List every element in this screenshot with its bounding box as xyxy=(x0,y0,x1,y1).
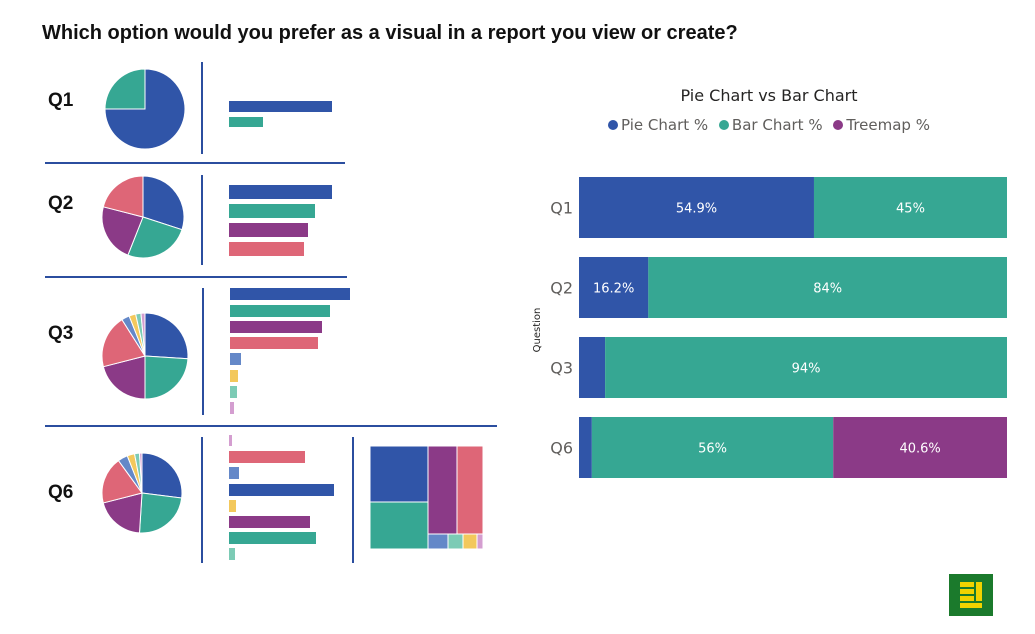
bar-segment xyxy=(579,177,814,238)
legend-item-pie[interactable]: Pie Chart % xyxy=(608,116,708,134)
thumbnail-bar xyxy=(230,370,238,382)
bar-segment xyxy=(648,257,1007,318)
thumbnail-bar xyxy=(229,467,239,479)
thumb-q2-pie-slice xyxy=(102,175,144,218)
legend-label-bar: Bar Chart % xyxy=(731,116,823,134)
thumbnail-bar xyxy=(229,548,235,560)
brand-logo-icon xyxy=(949,574,993,616)
thumbnail-bar xyxy=(230,321,322,333)
thumbnail-panel xyxy=(45,62,497,563)
thumb-q6-pie-slice xyxy=(138,492,183,534)
thumbnail-bar xyxy=(229,242,304,256)
thumbnail-bar xyxy=(229,101,332,112)
bar-segment xyxy=(591,417,834,478)
y-tick-label: Q2 xyxy=(550,279,573,298)
thumbnail-bar xyxy=(230,288,350,300)
thumbnail-treemap-tile xyxy=(427,445,458,535)
y-axis-title: Question xyxy=(532,308,543,353)
data-label: 56% xyxy=(698,442,727,457)
thumbnail-bar xyxy=(229,516,310,528)
thumbnail-bar xyxy=(229,451,305,463)
thumbnail-bar xyxy=(230,386,237,398)
data-label: 40.6% xyxy=(899,442,940,457)
thumb-q6-pie-slice xyxy=(138,452,143,494)
thumb-label-q2: Q2 xyxy=(48,193,74,214)
thumb-label-q6: Q6 xyxy=(48,482,74,503)
thumbnail-treemap-tile xyxy=(369,445,429,503)
page-title: Which option would you prefer as a visua… xyxy=(42,22,738,44)
data-label: 94% xyxy=(792,362,821,377)
thumbnail-bar xyxy=(230,305,330,317)
data-label: 45% xyxy=(896,202,925,217)
bar-segment xyxy=(579,417,592,478)
thumbnail-treemap-tile xyxy=(427,533,449,550)
bar-segment xyxy=(833,417,1007,478)
y-tick-label: Q1 xyxy=(550,199,573,218)
thumbnail-bar xyxy=(229,204,315,218)
legend-label-treemap: Treemap % xyxy=(846,116,930,134)
thumbnail-treemap-tile xyxy=(369,501,429,550)
thumbnail-treemap-tile xyxy=(456,445,484,535)
legend-item-bar[interactable]: Bar Chart % xyxy=(718,116,823,134)
thumb-q6-pie-slice xyxy=(101,459,143,504)
legend-dot-pie xyxy=(608,120,619,130)
legend-dot-bar xyxy=(718,120,729,130)
brand-logo-mark xyxy=(976,582,982,601)
thumb-q3-pie-slice xyxy=(140,312,146,357)
thumbnail-bar xyxy=(229,484,334,496)
brand-logo-mark xyxy=(960,603,982,608)
thumb-q3-pie-slice xyxy=(101,319,146,368)
chart-title: Pie Chart vs Bar Chart xyxy=(680,86,858,105)
thumb-q3-pie-slice xyxy=(144,312,189,360)
bar-segment xyxy=(579,337,606,398)
thumbnail-bar xyxy=(229,185,332,199)
thumb-q6-pie-slice xyxy=(102,492,143,534)
brand-logo-mark xyxy=(960,582,974,587)
thumbnail-bar xyxy=(229,532,316,544)
thumbnail-bar xyxy=(229,500,236,512)
legend-item-treemap[interactable]: Treemap % xyxy=(833,116,930,134)
thumb-q2-pie-slice xyxy=(142,175,185,231)
thumb-q3-pie-slice xyxy=(144,355,189,400)
thumb-q6-pie-slice xyxy=(141,452,183,499)
thumbnail-bar xyxy=(229,117,263,127)
y-tick-label: Q6 xyxy=(550,439,573,458)
brand-logo-mark xyxy=(960,596,974,601)
brand-logo-background xyxy=(949,574,993,616)
bar-segment xyxy=(605,337,1007,398)
legend-label-pie: Pie Chart % xyxy=(621,116,709,134)
legend-dot-treemap xyxy=(833,120,844,130)
thumbnail-treemap-tile xyxy=(447,533,464,550)
thumbnail-treemap-tile xyxy=(462,533,478,550)
bar-segment xyxy=(579,257,649,318)
data-label: 16.2% xyxy=(593,282,634,297)
thumb-q3-pie-slice xyxy=(102,355,146,400)
thumb-q2-pie-slice xyxy=(101,206,144,256)
thumbnail-bar xyxy=(229,223,308,237)
thumbnail-bar xyxy=(230,353,241,365)
bar-segment xyxy=(813,177,1007,238)
thumb-label-q1: Q1 xyxy=(48,90,74,111)
thumb-label-q3: Q3 xyxy=(48,323,74,344)
thumbnail-bar xyxy=(229,435,232,446)
brand-logo-mark xyxy=(960,589,974,594)
y-tick-label: Q3 xyxy=(550,359,573,378)
thumb-q2-pie-slice xyxy=(127,216,183,259)
thumbnail-treemap-tile xyxy=(476,533,484,550)
thumbnail-bar xyxy=(230,337,318,349)
data-label: 54.9% xyxy=(676,202,717,217)
data-label: 84% xyxy=(813,282,842,297)
chart-legend: Pie Chart % Bar Chart % Treemap % xyxy=(579,116,959,134)
thumbnail-bar xyxy=(230,402,234,414)
thumb-q1-pie-slice xyxy=(104,68,146,110)
